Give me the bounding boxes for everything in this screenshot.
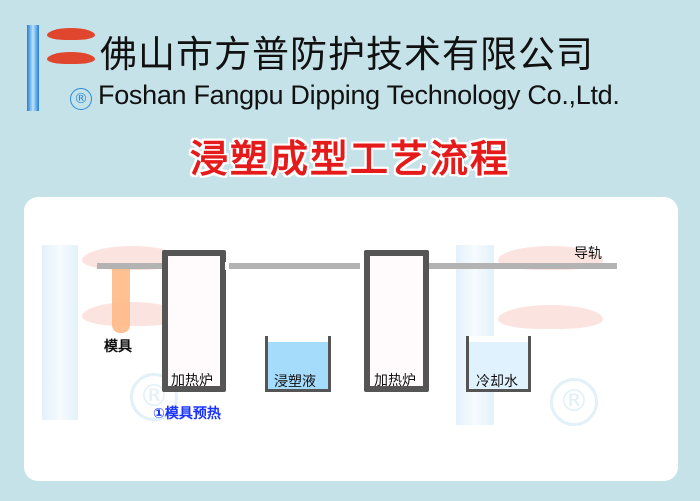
logo [27,25,99,111]
watermark-pole-right [456,245,494,425]
company-name-cn: 佛山市方普防护技术有限公司 [100,33,594,76]
registered-icon: ® [70,88,92,110]
heating-furnace-1 [162,250,226,392]
mold-label: 模具 [104,339,132,355]
dip-tank-label: 浸塑液 [274,374,316,390]
mold [112,269,130,333]
guide-rail-label: 导轨 [574,246,602,262]
cooling-water [469,342,528,389]
heating-furnace-2-label: 加热炉 [374,373,416,389]
watermark-pole-left [42,245,78,420]
logo-pole [27,25,39,111]
heating-furnace-2 [364,250,429,392]
step-caption: ①模具预热 [153,406,221,422]
process-diagram-panel [24,197,678,481]
watermark-wave [498,305,603,329]
company-name-en: Foshan Fangpu Dipping Technology Co.,Ltd… [98,80,620,110]
dip-liquid [268,342,328,389]
rail-gap [360,262,364,270]
rail-gap [225,262,229,270]
cooling-tank [466,336,531,392]
logo-wave-top [47,28,95,40]
cooling-tank-label: 冷却水 [476,374,518,390]
guide-rail [97,263,617,269]
logo-wave-bottom [47,52,95,64]
watermark-registered-icon: ® [550,378,598,426]
dip-tank [265,336,331,392]
page-title: 浸塑成型工艺流程 [189,137,510,181]
heating-furnace-1-label: 加热炉 [171,373,213,389]
